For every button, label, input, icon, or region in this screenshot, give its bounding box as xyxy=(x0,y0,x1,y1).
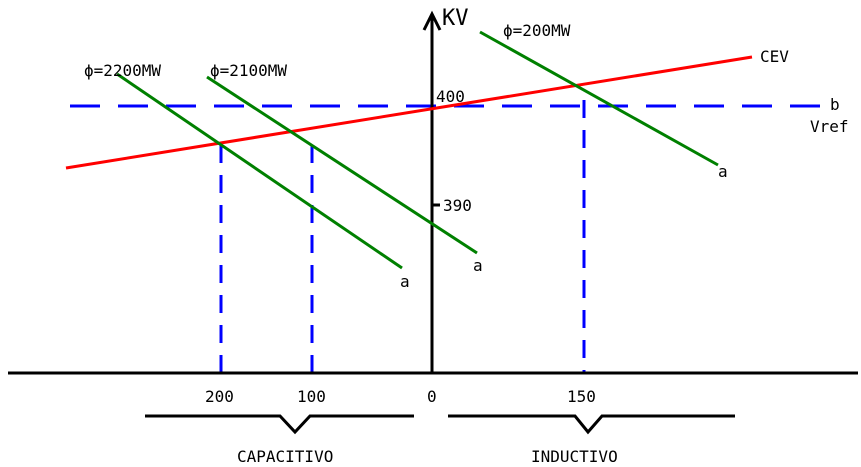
load-line-2200mw xyxy=(116,72,403,270)
vref-end-label: b xyxy=(830,95,840,114)
load-line-200mw-label: ϕ=200MW xyxy=(503,21,571,40)
x-tick-200: 200 xyxy=(205,387,234,406)
load-lines xyxy=(116,30,719,270)
cev-label: CEV xyxy=(760,47,789,66)
x-tick-0: 0 xyxy=(427,387,437,406)
y-tick-400: 400 xyxy=(436,87,465,106)
load-line-2100mw-label: ϕ=2100MW xyxy=(210,61,287,80)
load-line-2100mw-end-label: a xyxy=(473,256,483,275)
inductive-bracket xyxy=(448,414,735,435)
load-line-2200mw-label: ϕ=2200MW xyxy=(84,61,161,80)
axes xyxy=(8,10,858,375)
y-tick-390: 390 xyxy=(443,196,472,215)
region-brackets xyxy=(145,414,735,435)
capacitive-bracket xyxy=(145,414,414,435)
capacitive-label: CAPACITIVO xyxy=(237,447,333,466)
vref-label: Vref xyxy=(810,117,849,136)
x-tick-150: 150 xyxy=(567,387,596,406)
load-line-200mw xyxy=(479,30,719,167)
y-axis-arrowhead xyxy=(422,10,442,31)
inductive-label: INDUCTIVO xyxy=(531,447,618,466)
projection-lines xyxy=(219,100,586,372)
load-line-2200mw-end-label: a xyxy=(400,272,410,291)
y-axis-unit: KV xyxy=(442,6,469,31)
cev-line xyxy=(65,55,753,170)
load-line-2100mw xyxy=(206,75,478,255)
load-line-200mw-end-label: a xyxy=(718,162,728,181)
x-tick-100: 100 xyxy=(297,387,326,406)
